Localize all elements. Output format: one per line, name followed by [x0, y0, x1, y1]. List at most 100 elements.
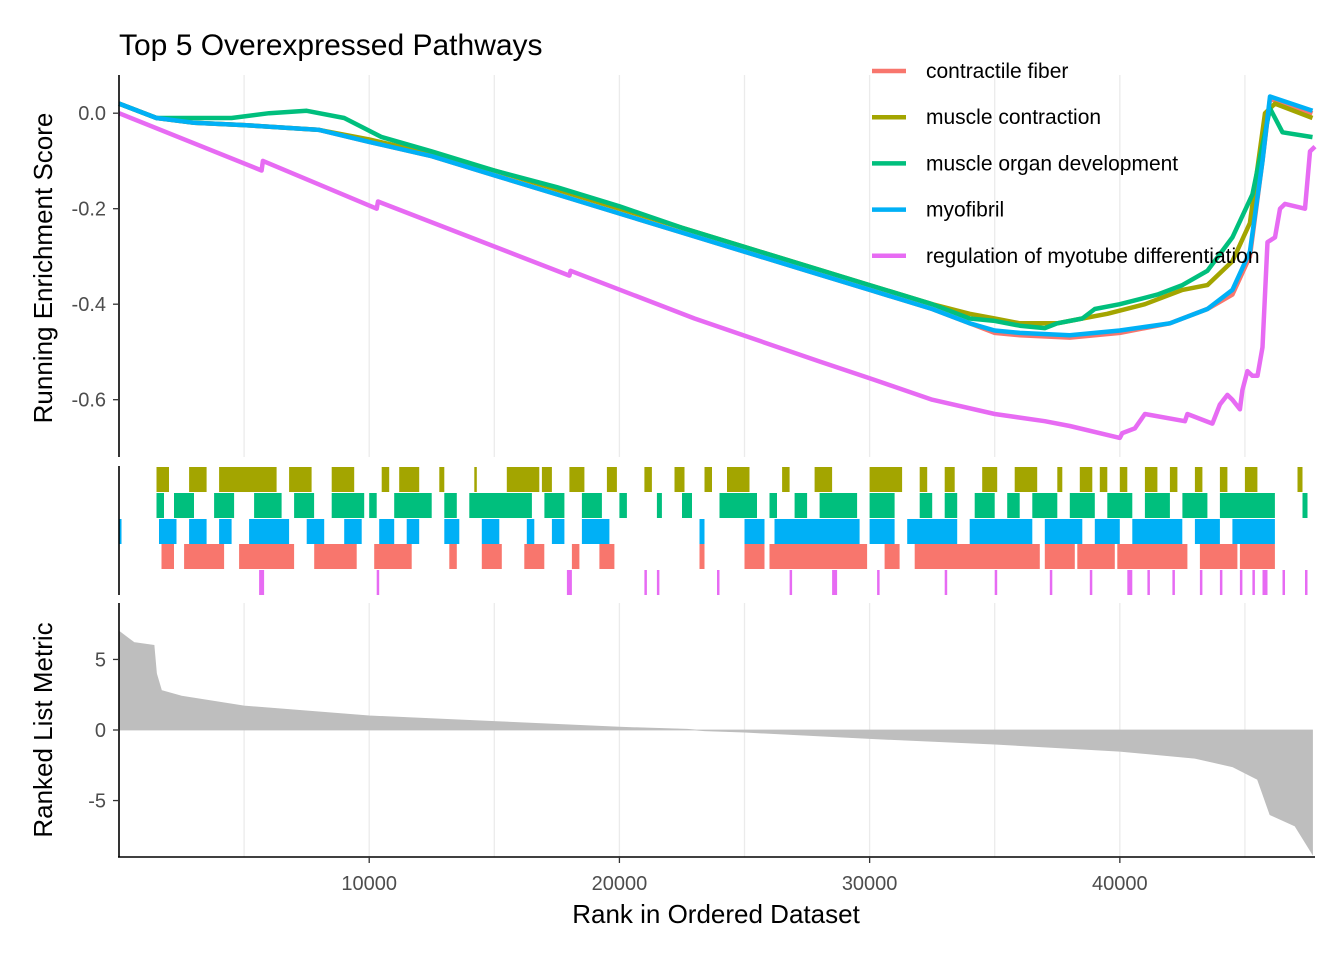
hit-mark-contractile-fiber [374, 544, 412, 569]
y-tick-label: -5 [88, 791, 106, 813]
hit-mark-muscle-organ-development [1144, 493, 1170, 518]
hit-mark-myofibril [219, 519, 232, 544]
hit-mark-myofibril [1094, 519, 1120, 544]
hit-mark-muscle-contraction [606, 467, 617, 492]
hit-mark-regulation-of-myotube-differentiation [1239, 570, 1243, 595]
y-tick-label: 0 [95, 720, 106, 742]
hit-mark-myofibril [306, 519, 325, 544]
hit-mark-contractile-fiber [599, 544, 615, 569]
hit-mark-contractile-fiber [1077, 544, 1115, 569]
hit-mark-muscle-contraction [156, 467, 169, 492]
hit-mark-muscle-organ-development [469, 493, 532, 518]
hit-mark-muscle-contraction [704, 467, 712, 492]
hit-mark-muscle-contraction [1099, 467, 1108, 492]
hit-mark-myofibril [1132, 519, 1183, 544]
hit-mark-muscle-organ-development [919, 493, 933, 518]
hit-mark-myofibril [699, 519, 705, 544]
legend: contractile fiber muscle contraction muscl… [872, 60, 1260, 268]
legend-label-contractile-fiber: contractile fiber [926, 60, 1068, 83]
hit-mark-regulation-of-myotube-differentiation [1305, 570, 1308, 595]
hit-mark-myofibril [551, 519, 565, 544]
hit-mark-myofibril [744, 519, 765, 544]
hit-mark-myofibril [581, 519, 610, 544]
hit-mark-contractile-fiber [1239, 544, 1275, 569]
hit-mark-muscle-organ-development [294, 493, 315, 518]
series-line-muscle-organ-development [118, 101, 1313, 331]
hit-mark-regulation-of-myotube-differentiation [944, 570, 948, 595]
hit-mark-muscle-organ-development [1219, 493, 1275, 518]
hit-mark-muscle-contraction [944, 467, 955, 492]
hit-mark-regulation-of-myotube-differentiation [994, 570, 998, 595]
hit-mark-muscle-organ-development [331, 493, 365, 518]
hit-mark-muscle-contraction [1169, 467, 1178, 492]
hit-mark-muscle-organ-development [254, 493, 282, 518]
hits-panel [118, 466, 1308, 595]
hit-mark-muscle-organ-development [1032, 493, 1058, 518]
y-tick-label: 5 [95, 649, 106, 671]
hit-mark-myofibril [379, 519, 395, 544]
hit-mark-regulation-of-myotube-differentiation [644, 570, 647, 595]
hit-mark-muscle-organ-development [619, 493, 627, 518]
hit-mark-muscle-contraction [1219, 467, 1228, 492]
hit-mark-muscle-organ-development [1069, 493, 1095, 518]
hit-mark-muscle-contraction [439, 467, 445, 492]
hit-marks [119, 467, 1308, 595]
hit-mark-contractile-fiber [239, 544, 295, 569]
hit-mark-muscle-contraction [982, 467, 998, 492]
hit-mark-muscle-organ-development [1007, 493, 1020, 518]
y-tick-label: -0.6 [72, 390, 106, 412]
hit-mark-muscle-contraction [189, 467, 207, 492]
hit-mark-myofibril [907, 519, 958, 544]
hit-mark-muscle-contraction [506, 467, 540, 492]
hit-mark-myofibril [189, 519, 207, 544]
hit-mark-regulation-of-myotube-differentiation [1049, 570, 1053, 595]
hit-mark-regulation-of-myotube-differentiation [789, 570, 793, 595]
ranked-metric-area [118, 630, 1313, 856]
hit-mark-muscle-contraction [569, 467, 585, 492]
hit-mark-muscle-organ-development [1107, 493, 1133, 518]
x-tick-label: 40000 [1092, 873, 1148, 895]
hit-mark-muscle-contraction [541, 467, 552, 492]
chart-title: Top 5 Overexpressed Pathways [119, 29, 543, 62]
hit-mark-myofibril [119, 519, 122, 544]
hit-mark-contractile-fiber [161, 544, 174, 569]
hit-mark-regulation-of-myotube-differentiation [656, 570, 660, 595]
running-score-y-ticks: 0.0 -0.2 -0.4 -0.6 [72, 103, 119, 412]
series-line-regulation-of-myotube-differentiation [118, 111, 1317, 441]
hit-mark-muscle-organ-development [944, 493, 958, 518]
hit-mark-muscle-contraction [1144, 467, 1158, 492]
running-score-panel: 0.0 -0.2 -0.4 -0.6 Running Enrichment Score [28, 75, 1317, 457]
hit-mark-myofibril [406, 519, 420, 544]
running-score-y-axis-title: Running Enrichment Score [28, 113, 58, 424]
hit-mark-myofibril [774, 519, 860, 544]
hit-mark-muscle-organ-development [156, 493, 164, 518]
hit-mark-muscle-organ-development [869, 493, 895, 518]
hit-mark-regulation-of-myotube-differentiation [1252, 570, 1255, 595]
hit-mark-regulation-of-myotube-differentiation [1282, 570, 1285, 595]
hit-mark-muscle-contraction [674, 467, 685, 492]
hit-mark-myofibril [444, 519, 460, 544]
hit-mark-contractile-fiber [449, 544, 457, 569]
hit-mark-muscle-contraction [1079, 467, 1093, 492]
hit-mark-myofibril [249, 519, 290, 544]
hit-mark-muscle-contraction [1244, 467, 1258, 492]
hit-mark-muscle-organ-development [444, 493, 457, 518]
hit-mark-contractile-fiber [1199, 544, 1238, 569]
hit-mark-muscle-contraction [644, 467, 652, 492]
hit-mark-myofibril [481, 519, 500, 544]
hit-mark-muscle-contraction [782, 467, 790, 492]
y-tick-label: 0.0 [78, 103, 106, 125]
hit-mark-muscle-contraction [1057, 467, 1063, 492]
hit-mark-muscle-contraction [331, 467, 355, 492]
y-tick-label: -0.4 [72, 294, 106, 316]
hit-mark-muscle-organ-development [974, 493, 995, 518]
hit-mark-muscle-organ-development [1182, 493, 1208, 518]
hit-mark-myofibril [526, 519, 535, 544]
hit-mark-muscle-organ-development [581, 493, 602, 518]
hit-mark-regulation-of-myotube-differentiation [566, 570, 572, 595]
legend-label-muscle-contraction: muscle contraction [926, 106, 1101, 129]
hit-mark-regulation-of-myotube-differentiation [717, 570, 720, 595]
hit-mark-muscle-organ-development [394, 493, 432, 518]
legend-label-muscle-organ-development: muscle organ development [926, 152, 1178, 175]
hit-mark-myofibril [344, 519, 362, 544]
